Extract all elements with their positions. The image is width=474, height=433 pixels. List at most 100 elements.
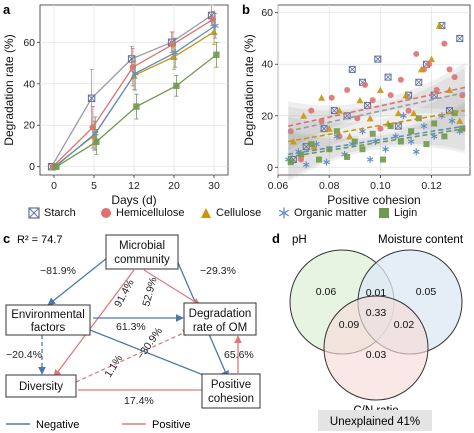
legend-item-starch: Starch: [28, 205, 76, 221]
panel-b-point-ligin: [359, 146, 366, 153]
panel-b-point-organic-matter: [313, 140, 320, 148]
panel-b-point-organic-matter: [412, 148, 420, 156]
panel-letter-a: a: [3, 2, 11, 17]
panel-a-point-organic-matter: [131, 69, 139, 78]
panel-b-point-ligin: [315, 156, 322, 163]
panel-b-point-cellulose: [417, 65, 425, 73]
panel-b-point-starch: [320, 125, 328, 133]
path-label-diversity-cohesion: 17.4%: [124, 395, 154, 407]
venn-value-all: 0.33: [366, 307, 387, 319]
node-microbial-community-line1: Microbial: [119, 240, 165, 252]
panel-b-scatter-chart: 0 20 40 60 0.06 0.08 0.10 0.12 Positive cohesio…: [242, 4, 471, 207]
panel-a-point-ligin: [173, 82, 180, 90]
panel-b-point-cellulose: [318, 94, 326, 101]
path-label-microbial-environmental: −81.9%: [40, 265, 76, 277]
panel-b-grid: [277, 5, 470, 175]
panel-b-point-organic-matter: [407, 138, 415, 146]
panel-b-point-ligin: [379, 156, 386, 163]
node-diversity: [5, 374, 77, 398]
venn-label-moisture: Moisture content: [378, 234, 464, 246]
panel-a-x-axis-title: Days (d): [111, 193, 156, 207]
panel-b-point-ligin: [287, 159, 294, 166]
panel-b-point-hemicellulose: [446, 66, 453, 73]
panel-b-point-hemicellulose: [298, 156, 305, 163]
legend-positive-label: Positive: [152, 419, 191, 431]
panel-b-point-ligin: [408, 128, 415, 135]
unexplained-box: [318, 410, 432, 431]
triangle-icon: [201, 208, 211, 218]
panel-b-point-hemicellulose: [354, 115, 361, 122]
unexplained-label: Unexplained 41%: [330, 416, 420, 428]
panel-b-tick-label-x: 0.12: [421, 180, 442, 192]
panel-b-y-axis-title: Degradation rate (%): [242, 34, 256, 145]
panel-a-point-starch: [87, 94, 96, 102]
panel-a-ticks: 0 20 40 60 0 5 12 20 30: [23, 37, 220, 192]
panel-a-point-organic-matter: [171, 48, 179, 57]
node-environmental-factors: [5, 304, 91, 336]
panel-b-point-hemicellulose: [397, 76, 404, 83]
path-label-environmental-degradation: 61.3%: [116, 321, 146, 333]
legend-item-organic-matter: Organic matter: [278, 205, 367, 221]
panel-a-tick-label-y: 0: [29, 161, 35, 173]
node-positive-cohesion-line2: cohesion: [208, 393, 254, 405]
legend-item-hemicellulose: Hemicellulose: [100, 205, 184, 221]
panel-b-point-starch: [456, 34, 464, 42]
panel-b-point-cellulose: [402, 91, 410, 99]
panel-b-point-hemicellulose: [377, 125, 384, 132]
legend-label-organic-matter: Organic matter: [294, 207, 367, 219]
path-label-environmental-diversity: −20.4%: [6, 349, 42, 361]
panel-a-point-ligin: [53, 163, 60, 170]
panel-b-tick-label-y: 40: [261, 59, 273, 71]
panel-b-point-ligin: [423, 141, 430, 148]
node-environmental-factors-line2: factors: [31, 322, 66, 334]
panel-b-point-cellulose: [428, 55, 436, 63]
panel-b-point-cellulose: [325, 125, 333, 132]
panel-b-point-ligin: [326, 146, 333, 153]
panel-b-point-organic-matter: [420, 122, 428, 130]
legend-negative-label: Negative: [36, 419, 79, 431]
path-microbial-to-degradation: [143, 269, 201, 306]
venn-value-moisture-cn: 0.02: [394, 319, 415, 331]
panel-b-point-organic-matter: [302, 161, 310, 169]
panel-b-tick-label-x: 0.10: [370, 180, 391, 192]
venn-value-ph-cn: 0.09: [339, 319, 360, 331]
path-label-cohesion-degradation: 65.6%: [224, 349, 254, 361]
panel-a-point-organic-matter: [91, 129, 99, 138]
asterisk-icon: [278, 207, 290, 219]
path-label-microbial-cohesion: −29.3%: [200, 265, 236, 277]
panel-b-point-cellulose: [300, 112, 308, 119]
panel-a-tick-label-x: 30: [208, 180, 220, 192]
panel-b-point-starch: [330, 107, 338, 115]
panel-b-trend-line-starch: [288, 91, 466, 132]
venn-value-ph-only: 0.06: [316, 286, 337, 298]
panel-a-tick-label-x: 20: [168, 180, 180, 192]
panel-a-tick-label-x: 12: [128, 180, 140, 192]
panel-b-point-hemicellulose: [405, 107, 412, 114]
panel-b-point-hemicellulose: [328, 94, 335, 101]
venn-circle-cn: [323, 295, 429, 401]
panel-letter-b: b: [242, 2, 250, 17]
panel-b-point-organic-matter: [382, 145, 389, 153]
panel-b-tick-label-x: 0.06: [268, 180, 289, 192]
panel-b-trend-line-organic-matter: [288, 125, 466, 156]
node-positive-cohesion-line1: Positive: [211, 379, 251, 391]
venn-value-cn-only: 0.03: [366, 349, 387, 361]
node-degradation-rate-line1: Degradation: [189, 308, 252, 320]
legend-label-starch: Starch: [44, 207, 76, 219]
panel-b-point-ligin: [397, 138, 404, 145]
panel-b-point-ligin: [387, 123, 394, 130]
panel-b-point-ligin: [298, 151, 305, 158]
path-microbial-to-environmental: [47, 257, 108, 306]
panel-b-point-starch: [384, 73, 392, 81]
panel-b-point-hemicellulose: [369, 97, 376, 104]
panel-b-tick-label-y: 60: [261, 7, 273, 19]
panel-letter-c: c: [3, 231, 10, 246]
venn-label-ph: pH: [292, 234, 307, 246]
node-microbial-community-line2: community: [114, 254, 170, 266]
panel-a-point-ligin: [213, 51, 220, 58]
panel-b-point-starch: [415, 78, 423, 86]
panel-b-x-axis-title: Positive cohesion: [327, 193, 420, 207]
panel-b-trend-lines: [288, 86, 466, 158]
panel-b-point-cellulose: [456, 117, 464, 124]
